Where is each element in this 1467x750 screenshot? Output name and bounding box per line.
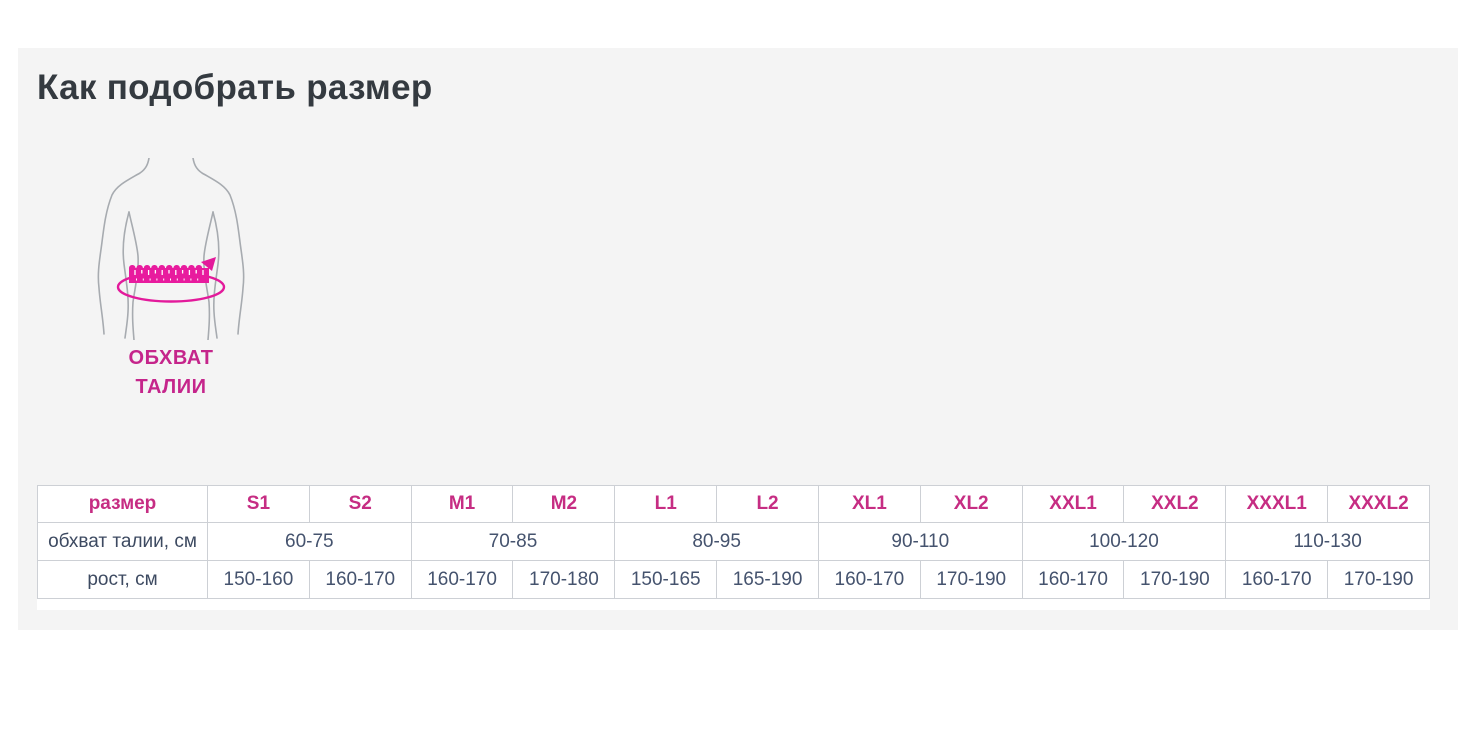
figure-caption-line1: ОБХВАТ	[128, 347, 214, 369]
height-range-cell: 170-190	[1123, 560, 1227, 599]
waist-range-cell: 110-130	[1225, 522, 1430, 561]
torso-back-illustration	[97, 158, 245, 340]
size-header-cell: XXL2	[1123, 485, 1227, 523]
body-outline	[97, 158, 245, 340]
size-table: размер S1 S2 M1 M2 L1 L2 XL1 XL2 XXL1 XX…	[37, 485, 1430, 599]
height-range-cell: 170-190	[1327, 560, 1430, 599]
size-header-cell: XL1	[817, 485, 921, 523]
size-header-cell: XL2	[919, 485, 1023, 523]
corner-label-cell: размер	[37, 485, 208, 523]
waist-measurement-figure: ОБХВАТ ТАЛИИ	[82, 158, 260, 402]
row-label-height: рост, см	[37, 560, 208, 599]
height-range-cell: 150-160	[207, 560, 310, 599]
waist-row: обхват талии, см 60-75 70-85 80-95 90-11…	[37, 522, 1430, 561]
height-range-cell: 160-170	[817, 560, 921, 599]
height-range-cell: 165-190	[716, 560, 819, 599]
height-range-cell: 160-170	[308, 560, 412, 599]
height-range-cell: 160-170	[410, 560, 514, 599]
figure-caption: ОБХВАТ ТАЛИИ	[82, 344, 260, 402]
waist-range-cell: 60-75	[207, 522, 412, 561]
waist-range-cell: 70-85	[410, 522, 616, 561]
size-header-cell: XXXL1	[1225, 485, 1329, 523]
waist-range-cell: 80-95	[614, 522, 819, 561]
size-header-cell: XXL1	[1021, 485, 1125, 523]
row-label-waist: обхват талии, см	[37, 522, 208, 561]
size-header-cell: XXXL2	[1327, 485, 1430, 523]
size-header-cell: S2	[308, 485, 412, 523]
height-range-cell: 170-190	[919, 560, 1023, 599]
size-header-cell: L1	[614, 485, 718, 523]
size-header-cell: M1	[410, 485, 514, 523]
size-table-wrapper: размер S1 S2 M1 M2 L1 L2 XL1 XL2 XXL1 XX…	[37, 485, 1430, 610]
height-range-cell: 170-180	[512, 560, 616, 599]
height-row: рост, см 150-160 160-170 160-170 170-180…	[37, 560, 1430, 599]
measuring-tape-icon	[116, 257, 226, 303]
figure-caption-line2: ТАЛИИ	[135, 376, 207, 398]
waist-range-cell: 90-110	[817, 522, 1023, 561]
height-range-cell: 160-170	[1225, 560, 1329, 599]
height-range-cell: 150-165	[614, 560, 718, 599]
waist-range-cell: 100-120	[1021, 522, 1227, 561]
size-header-cell: L2	[716, 485, 819, 523]
size-header-cell: S1	[207, 485, 310, 523]
page-title: Как подобрать размер	[37, 68, 433, 107]
size-header-row: размер S1 S2 M1 M2 L1 L2 XL1 XL2 XXL1 XX…	[37, 485, 1430, 523]
height-range-cell: 160-170	[1021, 560, 1125, 599]
size-header-cell: M2	[512, 485, 616, 523]
size-guide-card: Как подобрать размер	[18, 48, 1458, 630]
